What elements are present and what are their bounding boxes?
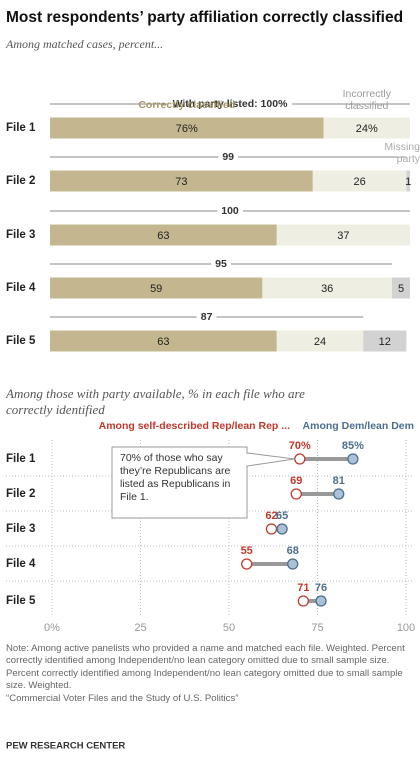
series-label-box: Missing party [384, 141, 420, 165]
bar-segment [276, 224, 410, 246]
value-label: 63 [157, 230, 169, 242]
total-label-bg [218, 150, 239, 164]
total-label-bg [217, 204, 243, 218]
value-label: 55 [241, 545, 253, 557]
bar-segment [50, 277, 263, 299]
category-label: File 5 [6, 335, 36, 347]
bar-segment [276, 330, 364, 352]
dot [241, 558, 253, 570]
category-label: File 1 [6, 122, 36, 134]
x-tick-label: 75 [311, 622, 323, 634]
bar-segment [406, 170, 410, 192]
annotation: 70% of those who say they’re Republicans… [120, 452, 231, 503]
value-label: 73 [175, 176, 187, 188]
value-label: 26 [353, 176, 365, 188]
category-label: File 4 [6, 558, 36, 570]
note: Note: Among active panelists who provide… [6, 643, 411, 705]
category-label: File 3 [6, 523, 35, 535]
bar-segment [50, 170, 313, 192]
total-label: With party listed: 100% [173, 98, 289, 110]
category-label: File 2 [6, 175, 35, 187]
chart-subtitle: Among those with party available, % in e… [6, 386, 305, 417]
value-label: 37 [337, 230, 349, 242]
value-label: 62 [265, 510, 277, 522]
bar-segment [323, 117, 410, 139]
value-label: 24 [314, 336, 326, 348]
dot [265, 523, 278, 535]
total-label: 100 [221, 205, 239, 217]
legend-label: Among self-described Rep/lean Rep ... [99, 420, 290, 432]
category-label: File 4 [6, 282, 36, 294]
x-tick-label: 25 [134, 622, 146, 634]
bar-segment [50, 224, 277, 246]
dot [347, 453, 359, 465]
subtitle-2-box: Among those with party available, % in e… [6, 386, 305, 417]
total-label: 95 [215, 258, 227, 270]
bar-segment [312, 170, 407, 192]
note-box: Note: Among active panelists who provide… [6, 643, 411, 705]
value-label: 65 [276, 510, 288, 522]
category-label: File 5 [6, 595, 36, 607]
total-label: 99 [222, 151, 234, 163]
x-tick-label: 100 [397, 622, 415, 634]
value-label: 68 [287, 545, 299, 557]
category-label: File 1 [6, 453, 36, 465]
chart-subtitle: Among matched cases, percent... [5, 37, 163, 51]
bar-segment [392, 277, 410, 299]
value-label: 63 [157, 336, 169, 348]
value-label: 85% [342, 440, 364, 452]
total-label-bg [168, 97, 293, 111]
bar-segment [262, 277, 392, 299]
annotation-box: 70% of those who say they’re Republicans… [120, 452, 231, 503]
x-tick-label: 0% [44, 622, 60, 634]
value-label: 24% [356, 123, 378, 135]
dot [333, 488, 345, 500]
total-label-bg [211, 257, 231, 271]
series-label: Correctly classified [138, 99, 236, 111]
value-label: 81 [333, 475, 345, 487]
dot [315, 595, 327, 607]
annotation-box [111, 446, 295, 519]
category-label: File 2 [6, 488, 35, 500]
value-label: 76 [315, 582, 327, 594]
category-label: File 3 [6, 229, 35, 241]
dot [276, 523, 288, 535]
series-label: Incorrectly classified [342, 88, 391, 112]
value-label: 12 [379, 336, 391, 348]
dot [294, 453, 306, 465]
dot [287, 558, 299, 570]
value-label: 71 [297, 582, 309, 594]
legend-label: Among Dem/lean Dem [303, 420, 414, 432]
dot [297, 595, 309, 607]
footer: PEW RESEARCH CENTER [6, 741, 125, 752]
total-label-bg [196, 310, 217, 324]
value-label: 36 [321, 283, 333, 295]
series-label: Missing party [384, 141, 420, 165]
dot [290, 488, 302, 500]
value-label: 59 [150, 283, 162, 295]
total-label: 87 [201, 311, 213, 323]
series-label-box: Incorrectly classified [342, 88, 391, 112]
bar-segment [50, 117, 324, 139]
note-text: Note: Among active panelists who provide… [6, 643, 405, 692]
x-tick-label: 50 [223, 622, 235, 634]
bar-segment [50, 330, 277, 352]
value-label: 5 [398, 283, 404, 295]
chart-title: Most respondents’ party affiliation corr… [6, 9, 403, 26]
value-label: 76% [176, 123, 198, 135]
bar-segment [363, 330, 407, 352]
series-label-box: Correctly classified [138, 99, 236, 111]
value-label: 69 [290, 475, 302, 487]
value-label: 1 [405, 176, 411, 188]
value-label: 70% [289, 440, 311, 452]
source: “Commercial Voter Files and the Study of… [6, 692, 239, 704]
